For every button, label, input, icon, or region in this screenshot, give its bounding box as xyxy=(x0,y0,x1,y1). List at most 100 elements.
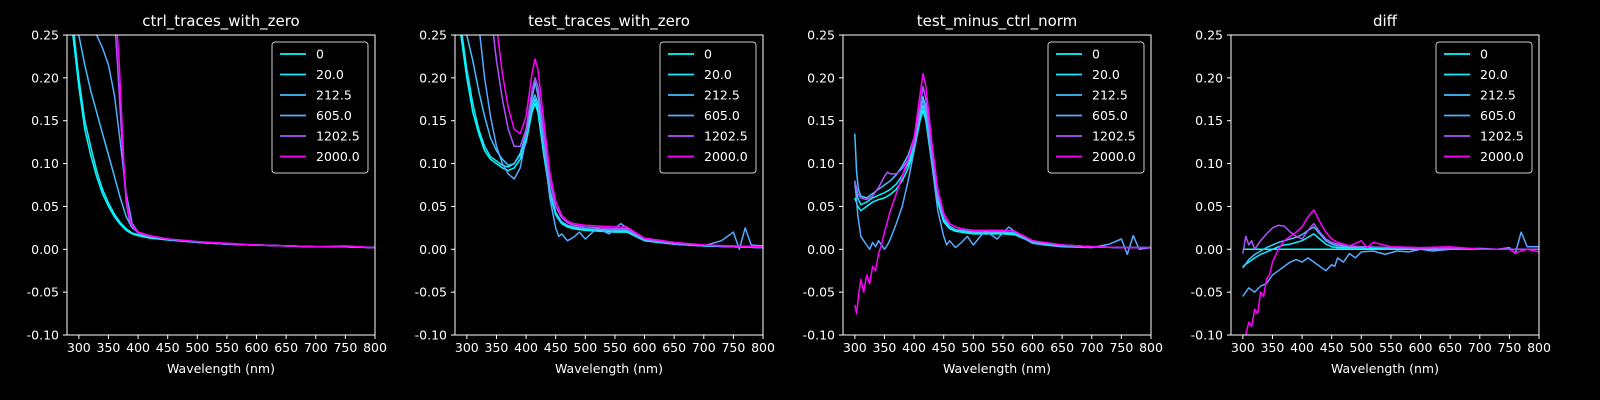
series-line-2000-0 xyxy=(854,72,1151,315)
y-tick-label: 0.00 xyxy=(807,242,835,257)
x-tick-label: 500 xyxy=(573,340,597,355)
chart-title: diff xyxy=(1373,12,1398,30)
y-tick-label: 0.00 xyxy=(1195,242,1223,257)
x-axis-label: Wavelength (nm) xyxy=(167,361,275,376)
x-tick-label: 600 xyxy=(633,340,657,355)
x-tick-label: 750 xyxy=(721,340,745,355)
chart-title: test_minus_ctrl_norm xyxy=(917,12,1078,31)
plot-frame xyxy=(66,34,376,336)
x-tick-label: 650 xyxy=(1050,340,1074,355)
y-tick-label: 0.05 xyxy=(1195,199,1223,214)
series-line-1202-5 xyxy=(1242,222,1539,254)
legend-label: 0 xyxy=(1092,47,1100,62)
y-tick-label: 0.10 xyxy=(807,156,835,171)
legend-label: 2000.0 xyxy=(1480,149,1524,164)
legend-label: 605.0 xyxy=(316,108,352,123)
x-tick-label: 650 xyxy=(274,340,298,355)
x-tick-label: 350 xyxy=(97,340,121,355)
y-tick-label: 0.05 xyxy=(31,199,59,214)
legend-label: 212.5 xyxy=(316,88,352,103)
y-tick-label: -0.05 xyxy=(27,285,59,300)
legend-label: 20.0 xyxy=(1092,67,1120,82)
x-tick-label: 800 xyxy=(363,340,387,355)
legend: 0 20.0 212.5 605.0 1202.5 2000.0 xyxy=(1047,41,1145,174)
y-tick-label: 0.15 xyxy=(419,113,447,128)
legend-label: 2000.0 xyxy=(1092,149,1136,164)
x-tick-label: 500 xyxy=(961,340,985,355)
y-tick-label: -0.05 xyxy=(1191,285,1223,300)
legend: 0 20.0 212.5 605.0 1202.5 2000.0 xyxy=(1435,41,1533,174)
series-line-2000-0 xyxy=(116,35,375,249)
x-tick-label: 600 xyxy=(1409,340,1433,355)
y-tick-label: -0.10 xyxy=(803,328,835,343)
x-tick-label: 550 xyxy=(215,340,239,355)
series-line-1202-5 xyxy=(492,35,763,249)
x-tick-label: 650 xyxy=(662,340,686,355)
legend-label: 0 xyxy=(704,47,712,62)
y-tick-label: 0.25 xyxy=(1195,28,1223,43)
y-tick-label: -0.10 xyxy=(1191,328,1223,343)
series-group xyxy=(460,35,763,251)
x-tick-label: 450 xyxy=(156,340,180,355)
y-tick-label: 0.05 xyxy=(419,199,447,214)
x-tick-label: 350 xyxy=(1261,340,1285,355)
chart-title: ctrl_traces_with_zero xyxy=(142,12,299,31)
y-tick-label: 0.20 xyxy=(419,70,447,85)
x-tick-label: 400 xyxy=(1290,340,1314,355)
x-tick-label: 550 xyxy=(991,340,1015,355)
y-tick-label: -0.05 xyxy=(803,285,835,300)
legend-label: 20.0 xyxy=(1480,67,1508,82)
x-tick-label: 750 xyxy=(1109,340,1133,355)
x-tick-label: 700 xyxy=(1468,340,1492,355)
y-tick-label: 0.15 xyxy=(1195,113,1223,128)
chart-panel-4: diff 300 350 400 450 500 550 600 650 700 750 800 -0.… xyxy=(1191,12,1551,376)
y-tick-label: -0.10 xyxy=(415,328,447,343)
x-tick-label: 550 xyxy=(1379,340,1403,355)
chart-title: test_traces_with_zero xyxy=(528,12,690,31)
x-tick-label: 350 xyxy=(873,340,897,355)
y-tick-label: 0.20 xyxy=(1195,70,1223,85)
legend-label: 1202.5 xyxy=(1480,129,1524,144)
chart-panel-3: test_minus_ctrl_norm 300 350 400 450 500 550 60… xyxy=(803,12,1163,376)
y-tick-label: -0.10 xyxy=(27,328,59,343)
y-tick-label: 0.25 xyxy=(419,28,447,43)
chart-panel-1: ctrl_traces_with_zero 300 350 400 450 500 550 6… xyxy=(27,12,387,376)
x-tick-label: 600 xyxy=(245,340,269,355)
x-tick-label: 600 xyxy=(1021,340,1045,355)
legend-label: 605.0 xyxy=(704,108,740,123)
legend-label: 20.0 xyxy=(316,67,344,82)
x-tick-label: 400 xyxy=(514,340,538,355)
x-tick-label: 500 xyxy=(185,340,209,355)
series-line-2000-0 xyxy=(496,35,763,248)
x-tick-label: 450 xyxy=(544,340,568,355)
series-group xyxy=(854,72,1151,315)
legend-label: 1202.5 xyxy=(1092,129,1136,144)
x-axis-label: Wavelength (nm) xyxy=(1331,361,1439,376)
y-tick-label: 0.10 xyxy=(419,156,447,171)
series-line-605-0 xyxy=(1242,231,1539,297)
x-tick-label: 350 xyxy=(485,340,509,355)
legend-label: 1202.5 xyxy=(316,129,360,144)
x-tick-label: 750 xyxy=(1497,340,1521,355)
x-tick-label: 400 xyxy=(902,340,926,355)
x-tick-label: 550 xyxy=(603,340,627,355)
y-tick-label: 0.20 xyxy=(31,70,59,85)
x-tick-label: 700 xyxy=(692,340,716,355)
x-tick-label: 700 xyxy=(304,340,328,355)
y-tick-label: 0.25 xyxy=(31,28,59,43)
legend-label: 2000.0 xyxy=(704,149,748,164)
x-tick-label: 300 xyxy=(455,340,479,355)
x-tick-label: 300 xyxy=(1231,340,1255,355)
x-tick-label: 800 xyxy=(751,340,775,355)
legend-label: 2000.0 xyxy=(316,149,360,164)
legend: 0 20.0 212.5 605.0 1202.5 2000.0 xyxy=(271,41,369,174)
y-tick-label: 0.25 xyxy=(807,28,835,43)
legend-label: 0 xyxy=(1480,47,1488,62)
y-tick-label: 0.15 xyxy=(31,113,59,128)
legend-label: 212.5 xyxy=(1092,88,1128,103)
x-tick-label: 450 xyxy=(932,340,956,355)
x-tick-label: 750 xyxy=(333,340,357,355)
y-tick-label: 0.05 xyxy=(807,199,835,214)
